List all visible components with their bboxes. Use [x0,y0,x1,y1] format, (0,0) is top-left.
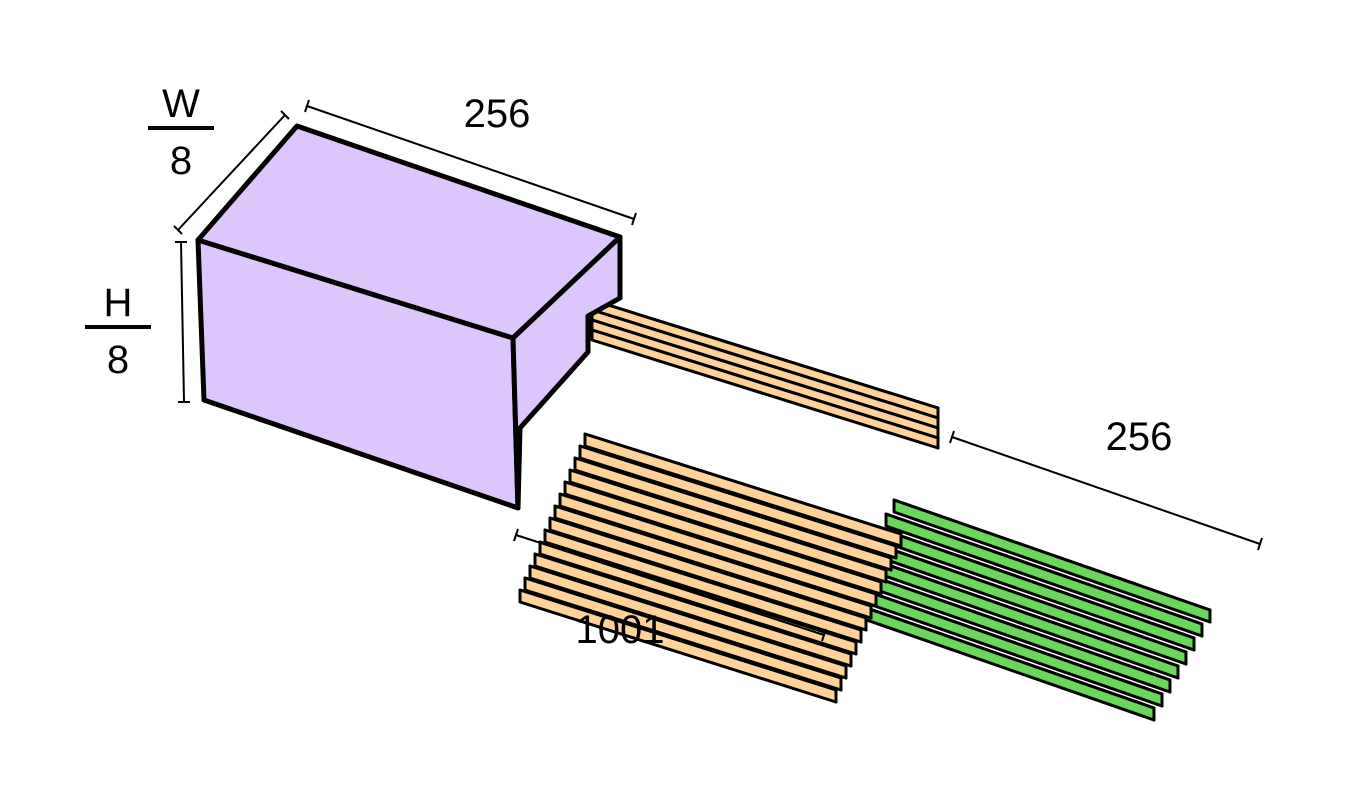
green-length-dimension-line [951,436,1261,545]
w-dimension-line [177,114,286,231]
box-length-dimension-line [306,105,635,220]
orange-strip-upper-front [590,328,940,450]
h-numerator-label: H [104,281,133,325]
h-dimension-line [180,241,185,403]
orange-strips [518,298,940,704]
dimension-lines [85,99,1263,642]
w-denominator-label: 8 [170,139,192,183]
green-length-label: 256 [1106,415,1173,459]
w-numerator-label: W [162,82,200,126]
purple-box [195,123,623,511]
orange-length-label: 1001 [576,608,665,652]
box-length-label: 256 [464,92,531,136]
orange-length-dimension-line [515,534,825,636]
h-denominator-label: 8 [107,338,129,382]
purple-box-side-face [510,234,623,511]
